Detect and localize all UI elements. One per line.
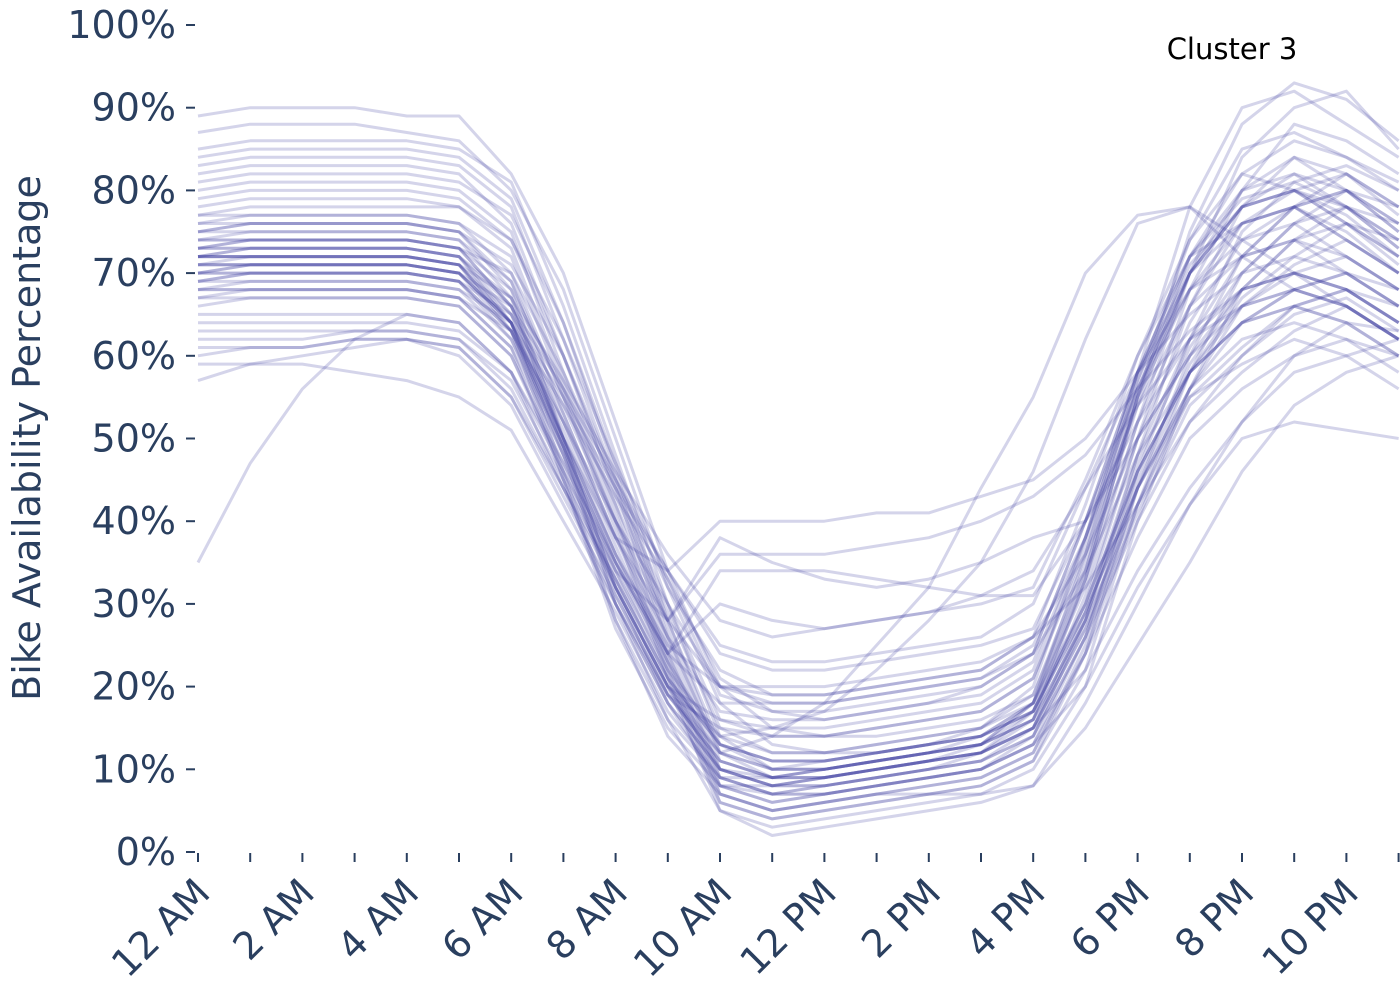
series-line-3	[197, 89, 1400, 771]
series-line-5	[197, 139, 1400, 788]
series-line-41	[197, 246, 1400, 655]
series-line-8	[197, 164, 1400, 804]
x-tick-label: 4 PM	[957, 870, 1053, 966]
y-tick-label: 0%	[116, 830, 176, 874]
x-tick-label: 4 AM	[329, 870, 427, 968]
series-line-10	[197, 188, 1400, 813]
series-line-6	[197, 155, 1400, 796]
series-line-48	[197, 188, 1400, 738]
series-line-38	[197, 238, 1400, 622]
series-line-12	[197, 205, 1400, 821]
series-line-51	[198, 172, 1400, 722]
series-line-52	[198, 296, 1399, 780]
series-line-39	[198, 255, 1400, 573]
series-line-30	[198, 304, 1400, 755]
series-line-37	[196, 271, 1400, 763]
series-line-31	[198, 321, 1400, 763]
series-line-2	[197, 89, 1400, 755]
series-line-27	[198, 255, 1400, 780]
x-tick-label: 8 AM	[538, 870, 636, 968]
series-line-54	[198, 263, 1400, 837]
series-line-45	[198, 188, 1400, 780]
x-tick-label: 10 PM	[1254, 870, 1367, 983]
series-line-49	[197, 263, 1400, 689]
series-line-21	[198, 205, 1400, 804]
series-line-1	[197, 81, 1400, 738]
x-tick-label: 2 PM	[853, 870, 949, 966]
series-line-20	[197, 205, 1400, 639]
series-line-56	[198, 213, 1400, 697]
x-tick-label: 6 AM	[433, 870, 531, 968]
series-line-55	[198, 288, 1400, 813]
y-tick-label: 50%	[92, 417, 176, 461]
y-tick-label: 70%	[92, 251, 176, 295]
series-line-13	[197, 172, 1400, 697]
series-line-24	[197, 238, 1400, 664]
cluster-annotation: Cluster 3	[1167, 32, 1298, 66]
series-line-44	[198, 205, 1400, 738]
x-tick-label: 6 PM	[1062, 870, 1158, 966]
series-line-23	[198, 222, 1400, 813]
series-line-36	[197, 337, 1400, 763]
y-tick-label: 30%	[92, 582, 176, 626]
x-tick-label: 12 AM	[103, 870, 218, 985]
series-lines	[196, 81, 1400, 837]
y-tick-label: 90%	[92, 86, 176, 130]
series-line-34	[197, 304, 1400, 788]
series-line-46	[198, 205, 1400, 788]
series-line-11	[197, 172, 1400, 722]
y-axis: 0% 10% 20% 30% 40% 50% 60% 70% 80% 90% 100%	[67, 3, 195, 874]
y-tick-label: 10%	[92, 747, 176, 791]
series-line-17	[198, 188, 1400, 771]
y-tick-label: 20%	[92, 665, 176, 709]
y-tick-label: 100%	[67, 3, 176, 47]
y-tick-label: 40%	[92, 499, 176, 543]
y-tick-label: 80%	[92, 168, 176, 212]
series-line-50	[197, 271, 1400, 705]
series-line-16	[197, 172, 1400, 771]
x-tick-label: 10 AM	[625, 870, 740, 985]
series-line-14	[198, 222, 1400, 829]
y-tick-label: 60%	[92, 334, 176, 378]
series-line-42	[198, 263, 1400, 655]
series-line-7	[197, 131, 1400, 780]
x-tick-label: 8 PM	[1166, 870, 1262, 966]
series-line-28	[197, 238, 1400, 705]
series-line-32	[198, 288, 1400, 771]
series-line-43	[198, 205, 1400, 755]
series-line-9	[197, 155, 1400, 755]
series-line-47	[197, 180, 1400, 730]
series-line-29	[197, 271, 1400, 788]
x-tick-label: 12 PM	[732, 870, 845, 983]
series-line-33	[198, 296, 1400, 780]
series-line-4	[197, 122, 1400, 780]
series-line-53	[198, 312, 1399, 796]
series-line-26	[197, 205, 1400, 713]
series-line-19	[198, 188, 1400, 796]
series-line-35	[198, 337, 1400, 796]
series-line-18	[197, 172, 1400, 788]
series-line-15	[198, 188, 1400, 738]
x-tick-label: 2 AM	[224, 870, 322, 968]
series-line-25	[198, 238, 1400, 821]
series-line-22	[197, 222, 1400, 672]
y-axis-title: Bike Availability Percentage	[5, 175, 49, 701]
series-line-40	[198, 271, 1400, 622]
